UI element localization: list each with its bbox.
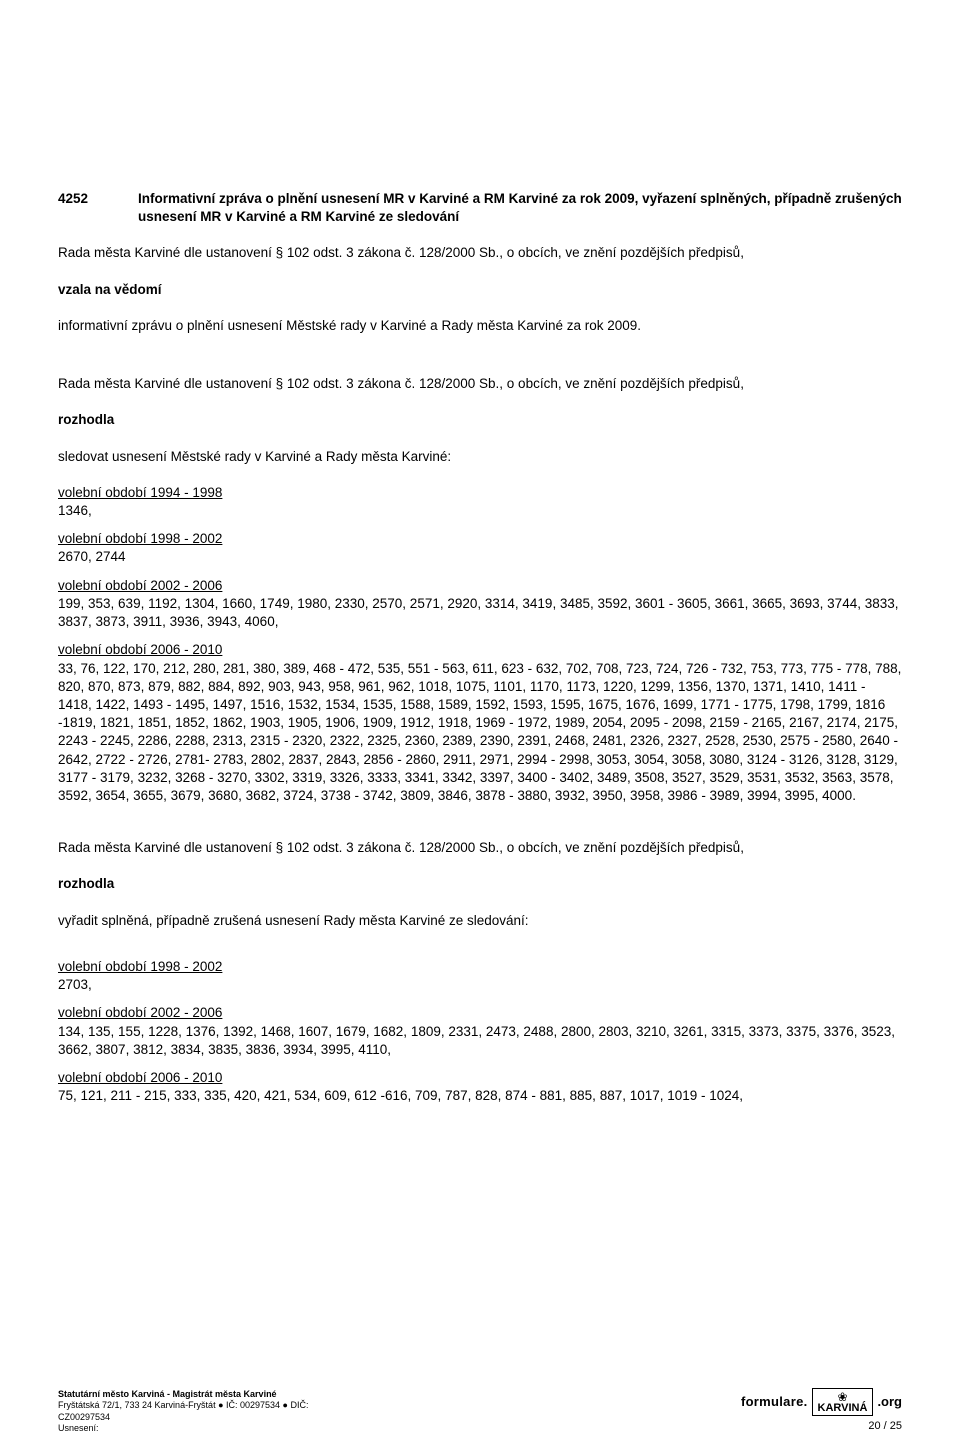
item-heading: 4252 Informativní zpráva o plnění usnese… <box>58 190 902 226</box>
footer-right: formulare. ❀ KARVINÁ .org 20 / 25 <box>741 1388 902 1434</box>
period-values: 2703, <box>58 976 902 994</box>
period-group-2-1: volební období 1998 - 2002 2670, 2744 <box>58 530 902 566</box>
period-group-2-3: volební období 2006 - 2010 33, 76, 122, … <box>58 641 902 805</box>
item-title: Informativní zpráva o plnění usnesení MR… <box>138 190 902 226</box>
page-number: 20 / 25 <box>741 1420 902 1434</box>
period-group-3-0: volební období 1998 - 2002 2703, <box>58 958 902 994</box>
page-footer: Statutární město Karviná - Magistrát měs… <box>58 1388 902 1434</box>
period-values: 33, 76, 122, 170, 212, 280, 281, 380, 38… <box>58 660 902 806</box>
period-label: volební období 2006 - 2010 <box>58 1069 902 1087</box>
footer-logo: formulare. ❀ KARVINÁ .org <box>741 1388 902 1416</box>
period-group-3-2: volební období 2006 - 2010 75, 121, 211 … <box>58 1069 902 1105</box>
period-label: volební období 2002 - 2006 <box>58 577 902 595</box>
footer-dic-line: CZ00297534 <box>58 1412 741 1423</box>
document-page: 4252 Informativní zpráva o plnění usnese… <box>0 0 960 1452</box>
period-label: volební období 2002 - 2006 <box>58 1004 902 1022</box>
period-label: volební období 1998 - 2002 <box>58 958 902 976</box>
footer-org-line: Statutární město Karviná - Magistrát měs… <box>58 1389 741 1400</box>
body-2: sledovat usnesení Městské rady v Karviné… <box>58 448 902 466</box>
logo-org-text: .org <box>877 1394 902 1410</box>
action-2: rozhodla <box>58 411 902 429</box>
rada-clause-2: Rada města Karviné dle ustanovení § 102 … <box>58 375 902 393</box>
period-group-3-1: volební období 2002 - 2006 134, 135, 155… <box>58 1004 902 1059</box>
body-1: informativní zprávu o plnění usnesení Mě… <box>58 317 902 335</box>
logo-karvina-text: KARVINÁ <box>818 1403 868 1414</box>
period-values: 75, 121, 211 - 215, 333, 335, 420, 421, … <box>58 1087 902 1105</box>
period-values: 2670, 2744 <box>58 548 902 566</box>
footer-address-line: Fryštátská 72/1, 733 24 Karviná-Fryštát … <box>58 1400 741 1411</box>
body-3: vyřadit splněná, případně zrušená usnese… <box>58 912 902 930</box>
period-values: 134, 135, 155, 1228, 1376, 1392, 1468, 1… <box>58 1023 902 1059</box>
period-group-2-2: volební období 2002 - 2006 199, 353, 639… <box>58 577 902 632</box>
footer-usneseni-line: Usnesení: <box>58 1423 741 1434</box>
footer-left: Statutární město Karviná - Magistrát měs… <box>58 1389 741 1434</box>
rada-clause-3: Rada města Karviné dle ustanovení § 102 … <box>58 839 902 857</box>
period-label: volební období 1994 - 1998 <box>58 484 902 502</box>
period-group-2-0: volební období 1994 - 1998 1346, <box>58 484 902 520</box>
period-values: 1346, <box>58 502 902 520</box>
logo-formulare-text: formulare. <box>741 1394 808 1410</box>
period-label: volební období 2006 - 2010 <box>58 641 902 659</box>
item-number: 4252 <box>58 190 138 226</box>
period-values: 199, 353, 639, 1192, 1304, 1660, 1749, 1… <box>58 595 902 631</box>
action-3: rozhodla <box>58 875 902 893</box>
period-label: volební období 1998 - 2002 <box>58 530 902 548</box>
rada-clause-1: Rada města Karviné dle ustanovení § 102 … <box>58 244 902 262</box>
action-1: vzala na vědomí <box>58 281 902 299</box>
karvina-logo-icon: ❀ KARVINÁ <box>812 1388 874 1416</box>
